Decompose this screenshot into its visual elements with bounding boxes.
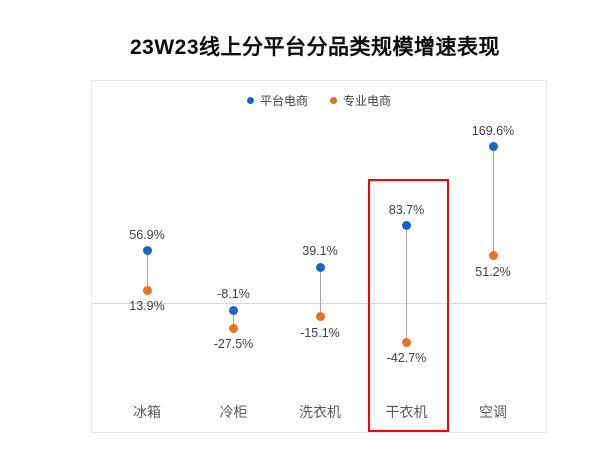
zero-gridline [92, 303, 546, 304]
category-label-4: 空调 [479, 404, 507, 420]
data-point-s0-c0 [142, 246, 152, 256]
data-point-s1-c0 [142, 285, 152, 295]
value-label-s0-c2: 39.1% [302, 244, 338, 259]
data-point-s1-c1 [229, 323, 238, 333]
connector-1 [233, 310, 234, 329]
value-label-s1-c2: -15.1% [300, 325, 340, 340]
legend-label-1: 专业电商 [343, 94, 392, 108]
legend-item-1: 专业电商 [330, 92, 391, 109]
category-label-1: 冷柜 [219, 404, 248, 420]
value-label-s1-c1: -27.5% [213, 337, 254, 352]
connector-0 [146, 250, 148, 291]
category-label-2: 洗衣机 [299, 404, 341, 420]
data-point-s0-c4 [488, 142, 498, 152]
legend-label-0: 平台电商 [259, 94, 308, 108]
chart-title: 23W23线上分平台分品类规模增速表现 [129, 36, 501, 59]
value-label-s1-c4: 51.2% [475, 264, 511, 279]
value-label-s0-c3: 83.7% [388, 202, 425, 217]
data-point-s1-c4 [488, 251, 498, 261]
category-label-0: 冰箱 [133, 404, 161, 420]
legend-item-0: 平台电商 [246, 92, 308, 109]
connector-3 [406, 225, 407, 343]
value-label-s0-c0: 56.9% [129, 227, 165, 242]
category-label-3: 干衣机 [385, 404, 428, 420]
legend: 平台电商 专业电商 [92, 92, 546, 109]
legend-dot-0 [246, 97, 254, 104]
value-label-s1-c0: 13.9% [129, 299, 165, 314]
data-point-s1-c3 [402, 337, 411, 347]
plot-area: 平台电商 专业电商 56.9% 13.9% 冰箱 -8.1% -27.5% 冷柜 39.1% -… [91, 80, 547, 433]
data-point-s0-c1 [229, 305, 238, 315]
data-point-s0-c2 [315, 262, 325, 272]
connector-2 [319, 267, 321, 317]
value-label-s0-c4: 169.6% [471, 123, 515, 138]
data-point-s0-c3 [402, 221, 411, 231]
value-label-s0-c1: -8.1% [217, 287, 250, 302]
data-point-s1-c2 [315, 312, 325, 322]
legend-dot-1 [330, 97, 337, 104]
connector-4 [492, 146, 494, 256]
highlight-box [368, 179, 449, 432]
value-label-s1-c3: -42.7% [386, 351, 427, 366]
